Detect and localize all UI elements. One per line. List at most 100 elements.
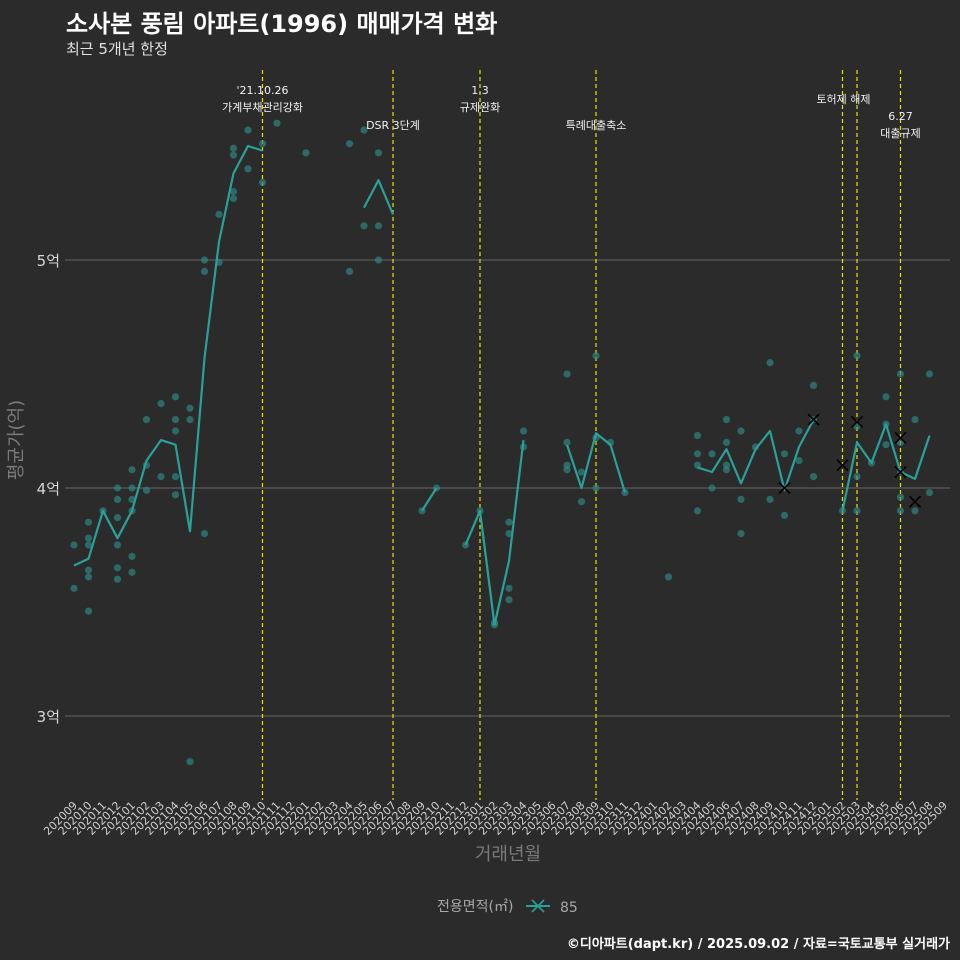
cancelled-marker [778,481,791,495]
data-point [229,188,238,196]
data-point [766,359,774,367]
cancelled-markers [778,413,922,508]
data-point [795,427,803,435]
cancelled-marker [894,431,907,444]
y-axis-ticks: 3억 4억 5억 [37,252,60,726]
data-point [708,484,716,492]
series-line-segment-3 [464,439,525,626]
cancelled-marker [908,495,922,508]
data-point [374,256,383,264]
data-point [215,210,223,218]
data-point [896,493,905,501]
data-point [896,370,905,378]
cancelled-marker [894,465,907,479]
data-point [157,400,165,408]
series-line-segment-6 [841,423,931,512]
event-annotation-202502: 토허제 해제 [816,92,870,106]
data-point [345,267,354,275]
data-point [157,473,165,481]
series-line-segment-1 [363,179,395,215]
event-annotation-202309: 특례대출축소 [566,119,627,132]
data-point [128,484,136,492]
data-point [809,473,818,481]
data-point [128,552,136,561]
data-point [780,511,789,519]
data-point [258,178,267,187]
data-point [200,256,209,264]
data-point [751,443,760,451]
data-point [113,484,122,492]
series-lines [73,144,931,626]
data-point [896,507,905,515]
data-point [113,541,122,549]
data-point [84,607,93,615]
legend-entry-85: 85 [560,900,578,916]
event-annotation-202506: 대출규제 [880,127,920,140]
data-point [374,149,383,157]
data-point [722,466,731,474]
data-point [693,507,702,515]
chart-title: 소사본 풍림 아파트(1996) 매매가격 변화 [66,10,498,38]
y-tick-label: 4억 [37,480,60,498]
data-point [505,596,513,604]
data-point [519,427,528,435]
data-point [171,416,180,424]
data-point [345,140,354,148]
data-point [708,450,716,458]
data-point [84,518,93,526]
cancelled-marker [850,415,864,428]
series-line-segment-4 [565,432,627,493]
y-axis-title: 평균가(억) [6,400,27,480]
data-point [84,566,93,574]
data-point [722,438,731,446]
data-point [142,486,151,494]
data-point [911,507,919,515]
data-point [113,495,122,503]
data-point [911,416,919,424]
data-point [737,495,745,503]
event-annotation-202506: 6.27 [888,110,913,123]
data-point [505,518,513,526]
data-point [766,495,774,503]
series-line-segment-0 [73,144,263,567]
data-point [925,370,934,378]
data-point [505,530,513,538]
data-point [853,473,861,481]
series-line-segment-2 [421,487,438,512]
data-point [84,534,93,542]
data-point [737,530,745,538]
data-point [171,491,180,499]
event-annotation-202110: '21.10.26 [236,84,288,97]
legend-x-marker [531,899,545,913]
data-point [722,416,731,424]
legend: 전용면적(㎡) 85 [437,899,578,916]
data-point [113,564,122,572]
data-point [84,573,93,581]
chart-subtitle: 최근 5개년 한정 [66,40,168,58]
data-point [70,584,78,592]
event-annotation-202301: 1.3 [471,84,489,97]
data-point [360,126,368,134]
data-point [882,393,890,401]
data-point [809,381,818,389]
x-axis-title: 거래년월 [475,844,541,865]
data-point [563,438,571,446]
data-point [200,267,209,275]
data-point [780,450,789,458]
data-point [186,404,194,412]
data-point [113,575,122,583]
event-annotation-202301: 규제완화 [460,101,500,114]
data-point [113,514,122,522]
event-annotation-202207: DSR 3단계 [366,119,420,132]
data-point [925,488,934,497]
grid-lines [65,259,950,717]
data-point [186,758,194,766]
data-point [171,427,180,435]
data-point [693,450,702,458]
data-point [273,119,281,127]
data-point [128,466,136,474]
data-point [882,441,890,449]
data-point [737,427,745,435]
